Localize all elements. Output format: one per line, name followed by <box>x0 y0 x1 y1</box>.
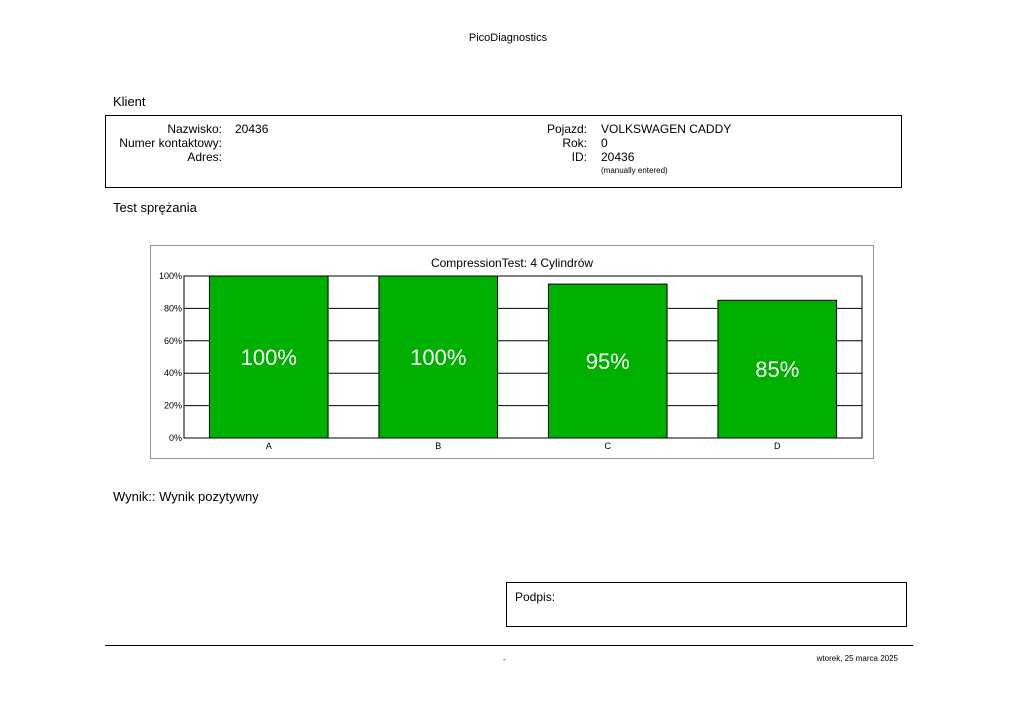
client-right-column: Pojazd: Rok: ID: <box>486 122 587 166</box>
compression-chart: CompressionTest: 4 Cylindrów 0% 20% 40% 60%… <box>150 245 874 459</box>
client-section-title: Klient <box>113 94 146 109</box>
surname-label: Nazwisko: <box>167 122 222 136</box>
x-tick-label: D <box>774 441 781 451</box>
id-label: ID: <box>571 150 587 164</box>
year-value: 0 <box>601 136 608 150</box>
client-info-box: Nazwisko: Numer kontaktowy: Adres: 20436… <box>105 115 902 188</box>
y-tick-label: 0% <box>169 433 182 443</box>
address-label: Adres: <box>187 150 222 164</box>
bar <box>378 275 499 439</box>
x-tick-label: A <box>266 441 272 451</box>
bar <box>208 275 329 439</box>
x-tick-label: B <box>435 441 441 451</box>
test-section-title: Test sprężania <box>113 200 197 215</box>
contact-label: Numer kontaktowy: <box>119 136 222 150</box>
y-tick-label: 80% <box>164 303 182 313</box>
footer-date: wtorek, 25 marca 2025 <box>816 654 898 663</box>
bar <box>547 283 668 439</box>
id-value: 20436 <box>601 150 635 164</box>
surname-value: 20436 <box>235 122 269 136</box>
client-left-values: 20436 <box>235 122 435 166</box>
vehicle-value: VOLKSWAGEN CADDY <box>601 122 732 136</box>
client-left-column: Nazwisko: Numer kontaktowy: Adres: <box>106 122 222 166</box>
y-tick-label: 100% <box>159 271 182 281</box>
bar-value-label: 95% <box>586 349 630 374</box>
x-tick-label: C <box>605 441 612 451</box>
bar-value-label: 100% <box>241 345 297 370</box>
app-title: PicoDiagnostics <box>468 32 548 44</box>
bar <box>717 299 838 439</box>
y-tick-label: 40% <box>164 368 182 378</box>
bar-value-label: 100% <box>410 345 466 370</box>
y-tick-label: 20% <box>164 401 182 411</box>
bar-value-label: 85% <box>755 357 799 382</box>
footer-divider <box>105 645 913 646</box>
signature-box: Podpis: <box>506 582 907 627</box>
client-right-values: VOLKSWAGEN CADDY 0 20436 <box>601 122 861 166</box>
chart-title: CompressionTest: 4 Cylindrów <box>430 256 594 270</box>
y-tick-label: 60% <box>164 336 182 346</box>
plot-frame <box>183 275 863 439</box>
year-label: Rok: <box>562 136 587 150</box>
id-note: (manually entered) <box>601 166 668 175</box>
signature-label: Podpis: <box>515 590 556 604</box>
vehicle-label: Pojazd: <box>546 122 587 136</box>
chart-plot: 0% 20% 40% 60% 80% 100% 100% A 100% B 95% C 85% D <box>159 271 863 451</box>
result-text: Wynik:: Wynik pozytywny <box>113 489 259 504</box>
footer-center-text: - <box>503 655 506 664</box>
